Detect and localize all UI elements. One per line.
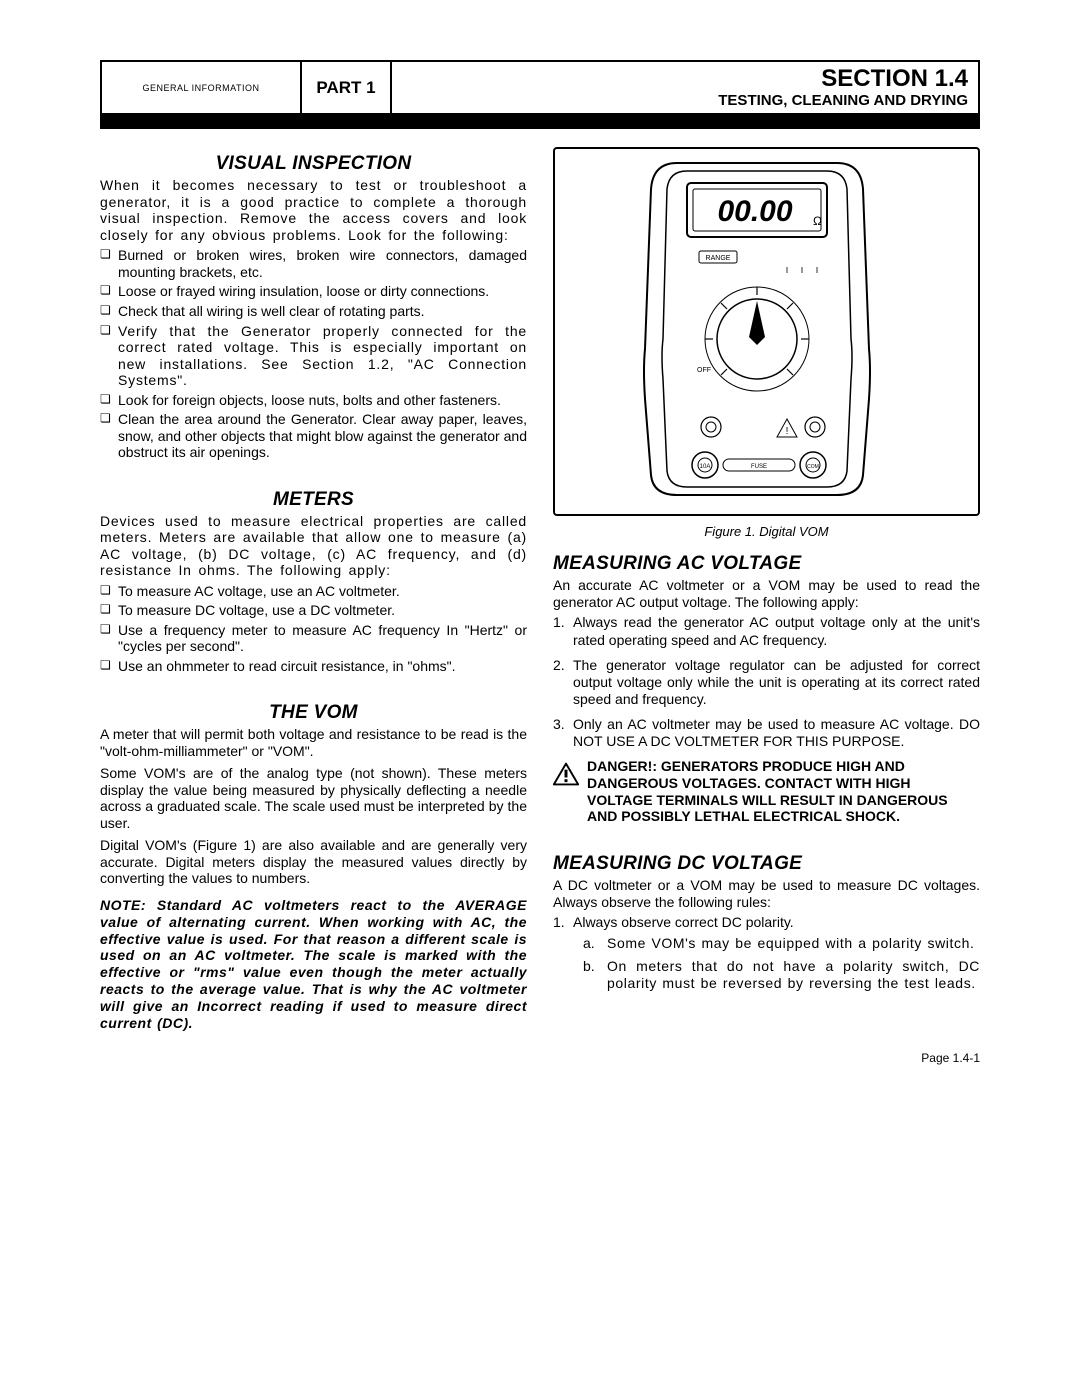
ac-list: 1.Always read the generator AC output vo… — [553, 614, 980, 750]
visual-inspection-intro: When it becomes necessary to test or tro… — [100, 177, 527, 243]
dc-intro: A DC voltmeter or a VOM may be used to m… — [553, 877, 980, 910]
meters-intro: Devices used to measure electrical prope… — [100, 513, 527, 579]
bullet-icon: ❏ — [100, 411, 118, 461]
bullet-icon: ❏ — [100, 323, 118, 389]
sub-text: Some VOM's may be equipped with a polari… — [607, 935, 980, 952]
list-item: ❏Use an ohmmeter to read circuit resista… — [100, 658, 527, 675]
num-mark: 1. — [553, 914, 573, 931]
bullet-text: Burned or broken wires, broken wire conn… — [118, 247, 527, 280]
display-unit: Ω — [813, 214, 822, 228]
list-item: a.Some VOM's may be equipped with a pola… — [583, 935, 980, 952]
list-item: ❏Loose or frayed wiring insulation, loos… — [100, 283, 527, 300]
bullet-text: Clean the area around the Generator. Cle… — [118, 411, 527, 461]
content-columns: VISUAL INSPECTION When it becomes necess… — [100, 147, 980, 1031]
bullet-icon: ❏ — [100, 392, 118, 409]
bullet-icon: ❏ — [100, 247, 118, 280]
num-text: Always read the generator AC output volt… — [573, 614, 980, 648]
num-text: Always observe correct DC polarity. — [573, 914, 980, 931]
list-item: ❏To measure DC voltage, use a DC voltmet… — [100, 602, 527, 619]
digital-vom-figure: 00.00 Ω RANGE — [637, 159, 897, 504]
bullet-text: Check that all wiring is well clear of r… — [118, 303, 527, 320]
list-item: ❏Use a frequency meter to measure AC fre… — [100, 622, 527, 655]
range-label: RANGE — [705, 255, 730, 262]
list-item: ❏Look for foreign objects, loose nuts, b… — [100, 392, 527, 409]
display-value: 00.00 — [717, 195, 792, 228]
figure-caption: Figure 1. Digital VOM — [553, 524, 980, 539]
ac-intro: An accurate AC voltmeter or a VOM may be… — [553, 577, 980, 610]
bullet-icon: ❏ — [100, 583, 118, 600]
bullet-text: To measure AC voltage, use an AC voltmet… — [118, 583, 527, 600]
header-right: SECTION 1.4 TESTING, CLEANING AND DRYING — [392, 62, 978, 113]
bullet-text: Use an ohmmeter to read circuit resistan… — [118, 658, 527, 675]
header-row: GENERAL INFORMATION PART 1 SECTION 1.4 T… — [102, 62, 978, 113]
bullet-text: Use a frequency meter to measure AC freq… — [118, 622, 527, 655]
figure-box: 00.00 Ω RANGE — [553, 147, 980, 516]
list-item: 3.Only an AC voltmeter may be used to me… — [553, 716, 980, 750]
vom-svg: 00.00 Ω RANGE — [637, 159, 877, 499]
svg-text:OFF: OFF — [697, 367, 711, 374]
meters-list: ❏To measure AC voltage, use an AC voltme… — [100, 583, 527, 675]
bullet-text: Look for foreign objects, loose nuts, bo… — [118, 392, 527, 409]
page-number: Page 1.4-1 — [100, 1051, 980, 1065]
dc-list: 1.Always observe correct DC polarity. a.… — [553, 914, 980, 992]
sub-text: On meters that do not have a polarity sw… — [607, 958, 980, 992]
list-item: 1.Always read the generator AC output vo… — [553, 614, 980, 648]
bullet-text: To measure DC voltage, use a DC voltmete… — [118, 602, 527, 619]
header-general-info: GENERAL INFORMATION — [102, 62, 302, 113]
right-column: 00.00 Ω RANGE — [553, 147, 980, 1031]
header-part: PART 1 — [302, 62, 392, 113]
list-item: ❏To measure AC voltage, use an AC voltme… — [100, 583, 527, 600]
num-mark: 2. — [553, 657, 573, 708]
dc-sublist: a.Some VOM's may be equipped with a pola… — [583, 935, 980, 992]
bullet-text: Verify that the Generator properly conne… — [118, 323, 527, 389]
ac-title: MEASURING AC VOLTAGE — [553, 553, 980, 575]
num-mark: 3. — [553, 716, 573, 750]
page-header: GENERAL INFORMATION PART 1 SECTION 1.4 T… — [100, 60, 980, 129]
header-section: SECTION 1.4 — [402, 66, 968, 92]
list-item: 2.The generator voltage regulator can be… — [553, 657, 980, 708]
list-item: ❏Burned or broken wires, broken wire con… — [100, 247, 527, 280]
vom-p3: Digital VOM's (Figure 1) are also availa… — [100, 837, 527, 887]
bullet-icon: ❏ — [100, 622, 118, 655]
bullet-icon: ❏ — [100, 303, 118, 320]
vom-note: NOTE: Standard AC voltmeters react to th… — [100, 897, 527, 1031]
svg-text:10A: 10A — [699, 464, 710, 470]
vom-p1: A meter that will permit both voltage an… — [100, 726, 527, 759]
bullet-text: Loose or frayed wiring insulation, loose… — [118, 283, 527, 300]
dc-title: MEASURING DC VOLTAGE — [553, 853, 980, 875]
list-item: ❏Check that all wiring is well clear of … — [100, 303, 527, 320]
visual-inspection-title: VISUAL INSPECTION — [100, 153, 527, 175]
left-column: VISUAL INSPECTION When it becomes necess… — [100, 147, 527, 1031]
num-text: Only an AC voltmeter may be used to meas… — [573, 716, 980, 750]
num-text: The generator voltage regulator can be a… — [573, 657, 980, 708]
list-item: 1.Always observe correct DC polarity. — [553, 914, 980, 931]
sub-mark: b. — [583, 958, 607, 992]
bullet-icon: ❏ — [100, 283, 118, 300]
bullet-icon: ❏ — [100, 602, 118, 619]
visual-inspection-list: ❏Burned or broken wires, broken wire con… — [100, 247, 527, 460]
header-subtitle: TESTING, CLEANING AND DRYING — [402, 92, 968, 109]
svg-text:FUSE: FUSE — [750, 464, 766, 470]
header-black-bar — [102, 113, 978, 127]
list-item: ❏Clean the area around the Generator. Cl… — [100, 411, 527, 461]
danger-block: DANGER!: GENERATORS PRODUCE HIGH AND DAN… — [553, 758, 980, 825]
page: GENERAL INFORMATION PART 1 SECTION 1.4 T… — [0, 0, 1080, 1105]
meters-title: METERS — [100, 489, 527, 511]
bullet-icon: ❏ — [100, 658, 118, 675]
list-item: ❏Verify that the Generator properly conn… — [100, 323, 527, 389]
svg-text:!: ! — [785, 426, 788, 437]
num-mark: 1. — [553, 614, 573, 648]
vom-title: THE VOM — [100, 702, 527, 724]
svg-text:COM: COM — [807, 464, 819, 470]
vom-p2: Some VOM's are of the analog type (not s… — [100, 765, 527, 831]
warning-icon — [553, 762, 579, 786]
danger-text: DANGER!: GENERATORS PRODUCE HIGH AND DAN… — [587, 758, 980, 825]
sub-mark: a. — [583, 935, 607, 952]
list-item: b.On meters that do not have a polarity … — [583, 958, 980, 992]
